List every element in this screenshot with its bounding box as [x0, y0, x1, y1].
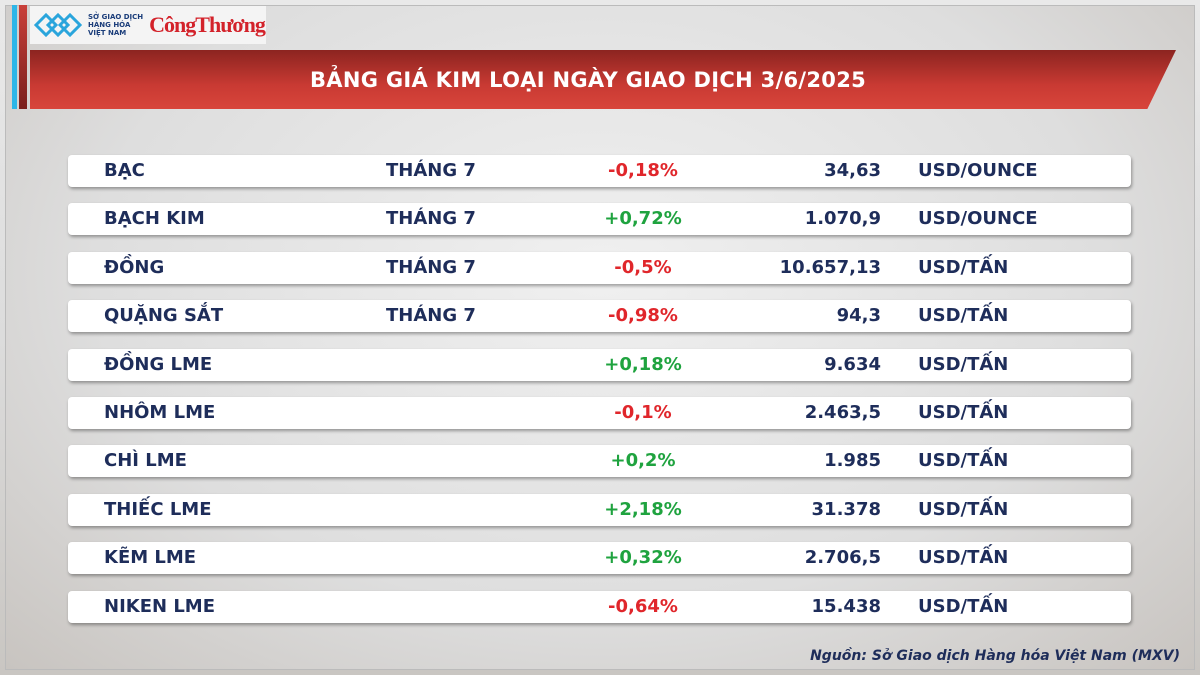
price-unit: USD/OUNCE	[918, 208, 1038, 230]
accent-bar-blue	[12, 5, 17, 109]
table-row: ĐỒNG LME +0,18% 9.634 USD/TẤN	[68, 348, 1131, 381]
price-unit: USD/TẤN	[918, 450, 1009, 472]
price-unit: USD/TẤN	[918, 256, 1009, 278]
contract-month: THÁNG 7	[386, 256, 476, 278]
price-unit: USD/TẤN	[918, 305, 1009, 327]
table-row: ĐỒNG THÁNG 7 -0,5% 10.657,13 USD/TẤN	[68, 251, 1131, 284]
table-row: THIẾC LME +2,18% 31.378 USD/TẤN	[68, 493, 1131, 526]
metal-name: THIẾC LME	[104, 498, 212, 520]
price-change: -0,1%	[614, 402, 672, 423]
metal-name: KẼM LME	[104, 547, 197, 569]
price-change: +0,32%	[604, 547, 682, 569]
metal-name: CHÌ LME	[104, 450, 187, 472]
price-change: -0,64%	[608, 595, 678, 617]
logo-line: SỞ GIAO DỊCH	[88, 13, 144, 21]
logo: SỞ GIAO DỊCH HÀNG HÓA VIỆT NAM CôngThươn…	[30, 6, 266, 44]
table-row: BẠC THÁNG 7 -0,18% 34,63 USD/OUNCE	[68, 155, 1131, 187]
table-row: NIKEN LME -0,64% 15.438 USD/TẤN	[68, 590, 1131, 623]
metal-name: NHÔM LME	[104, 402, 216, 423]
price-change: +0,2%	[610, 450, 676, 472]
mxv-logo-icon	[34, 13, 82, 37]
metal-name: ĐỒNG LME	[104, 353, 213, 375]
title-banner: BẢNG GIÁ KIM LOẠI NGÀY GIAO DỊCH 3/6/202…	[30, 50, 1176, 109]
price-value: 9.634	[824, 353, 881, 375]
metal-name: BẠC	[104, 160, 145, 181]
metal-name: BẠCH KIM	[104, 208, 205, 230]
price-change: -0,98%	[608, 305, 678, 327]
contract-month: THÁNG 7	[386, 305, 476, 327]
table-row: QUẶNG SẮT THÁNG 7 -0,98% 94,3 USD/TẤN	[68, 300, 1131, 333]
price-unit: USD/TẤN	[918, 498, 1009, 520]
price-value: 10.657,13	[779, 256, 881, 278]
price-value: 15.438	[811, 595, 881, 617]
logo-line: VIỆT NAM	[88, 29, 127, 37]
logo-line: HÀNG HÓA	[88, 21, 131, 29]
price-unit: USD/TẤN	[918, 402, 1009, 423]
metal-name: ĐỒNG	[104, 256, 165, 278]
table-row: NHÔM LME -0,1% 2.463,5 USD/TẤN	[68, 397, 1131, 429]
price-value: 2.706,5	[804, 547, 881, 569]
cong-thuong-logo: CôngThương	[149, 12, 266, 37]
page-title: BẢNG GIÁ KIM LOẠI NGÀY GIAO DỊCH 3/6/202…	[309, 67, 867, 92]
metal-name: QUẶNG SẮT	[104, 305, 224, 327]
price-change: +0,18%	[604, 353, 682, 375]
price-unit: USD/OUNCE	[918, 160, 1038, 181]
price-value: 2.463,5	[804, 402, 881, 423]
table-row: KẼM LME +0,32% 2.706,5 USD/TẤN	[68, 542, 1131, 575]
price-change: -0,5%	[614, 256, 672, 278]
price-unit: USD/TẤN	[918, 353, 1009, 375]
source-note: Nguồn: Sở Giao dịch Hàng hóa Việt Nam (M…	[810, 648, 1180, 664]
table-row: BẠCH KIM THÁNG 7 +0,72% 1.070,9 USD/OUNC…	[68, 203, 1131, 236]
contract-month: THÁNG 7	[386, 208, 476, 230]
metal-name: NIKEN LME	[104, 595, 216, 617]
price-change: +2,18%	[604, 498, 682, 520]
price-change: +0,72%	[604, 208, 682, 230]
price-value: 94,3	[836, 305, 881, 327]
price-change: -0,18%	[608, 160, 678, 181]
price-value: 34,63	[824, 160, 881, 181]
accent-bar-red	[19, 5, 27, 109]
price-unit: USD/TẤN	[918, 595, 1009, 617]
table-row: CHÌ LME +0,2% 1.985 USD/TẤN	[68, 445, 1131, 478]
price-unit: USD/TẤN	[918, 547, 1009, 569]
price-value: 31.378	[811, 498, 881, 520]
price-value: 1.070,9	[804, 208, 881, 230]
price-value: 1.985	[824, 450, 881, 472]
contract-month: THÁNG 7	[386, 160, 476, 181]
mxv-logo-text: SỞ GIAO DỊCH HÀNG HÓA VIỆT NAM	[88, 13, 143, 37]
